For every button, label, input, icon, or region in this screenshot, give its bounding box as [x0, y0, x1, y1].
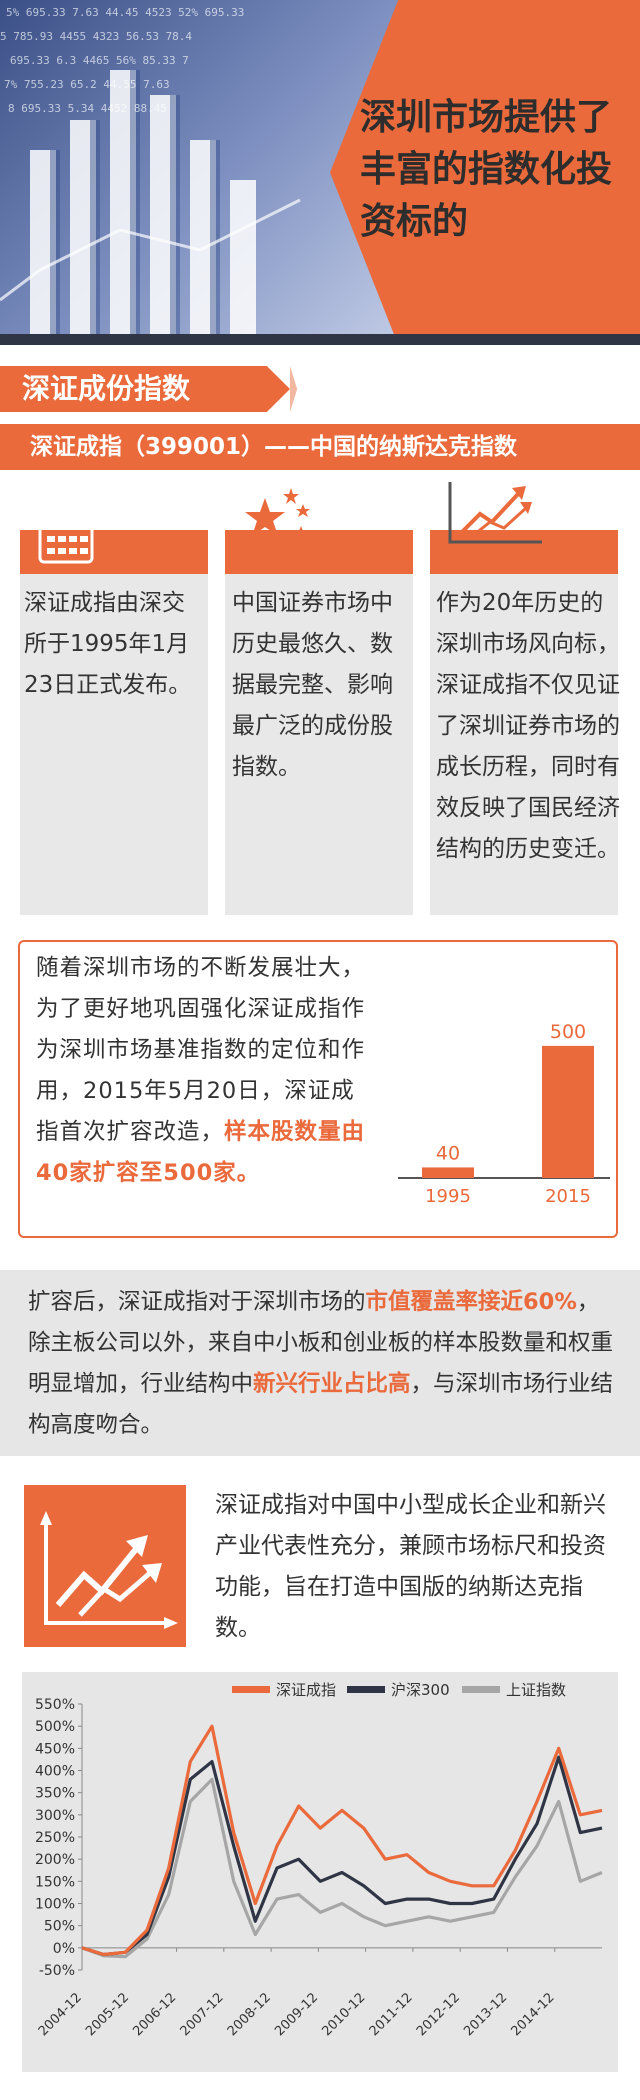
- y-tick-label: 450%: [35, 1741, 75, 1757]
- page-title: 深圳市场提供了丰富的指数化投资标的: [360, 97, 613, 242]
- summary-text-part: ，与深圳市场行业结构高度吻合。: [28, 1371, 614, 1438]
- feature-card: [20, 530, 208, 915]
- feature-card-header: [225, 530, 413, 574]
- x-tick-label: 2005-12: [83, 1990, 132, 2039]
- summary-text-part: 扩容后，深证成指对于深圳市场的: [28, 1289, 366, 1315]
- y-tick-label: -50%: [39, 1963, 75, 1979]
- ticker-row: 5% 695.33 7.63 44.45 4523 52% 695.33: [6, 6, 245, 19]
- legend-label: 沪深300: [391, 1681, 450, 1699]
- bar: [422, 1167, 474, 1178]
- feature-card-text: 中国证券市场中历史最悠久、数据最完整、影响最广泛的成份股指数。: [232, 590, 393, 780]
- x-tick-label: 2007-12: [178, 1990, 227, 2039]
- y-tick-label: 200%: [35, 1852, 75, 1868]
- y-tick-label: 400%: [35, 1764, 75, 1780]
- calendar-icon: [38, 510, 94, 564]
- y-tick-label: 100%: [35, 1897, 75, 1913]
- x-tick-label: 2011-12: [367, 1990, 416, 2039]
- hero-title-panel: [330, 0, 640, 345]
- bar-category-label: 2015: [545, 1186, 591, 1207]
- bar: [542, 1045, 594, 1178]
- hero-banner: 5% 695.33 7.63 44.45 4523 52% 695.33 5 7…: [0, 0, 640, 345]
- legend-swatch: [232, 1686, 270, 1693]
- x-tick-label: 2010-12: [319, 1990, 368, 2039]
- summary-highlight: 市值覆盖率接近60%: [365, 1289, 577, 1315]
- legend-label: 深证成指: [276, 1681, 336, 1699]
- x-tick-label: 2014-12: [509, 1990, 558, 2039]
- bar-value-label: 500: [550, 1021, 586, 1043]
- section-subtitle: 深证成指（399001）——中国的纳斯达克指数: [0, 424, 640, 470]
- callout-text: 随着深圳市场的不断发展壮大，为了更好地巩固强化深证成指作为深圳市场基准指数的定位…: [36, 948, 376, 1194]
- bar-category-label: 1995: [425, 1186, 471, 1207]
- x-tick-label: 2004-12: [36, 1990, 85, 2039]
- ticker-row: 7% 755.23 65.2 44.55 7.63: [4, 78, 170, 91]
- summary-text: 扩容后，深证成指对于深圳市场的市值覆盖率接近60%，除主板公司以外，来自中小板和…: [28, 1282, 618, 1446]
- legend-swatch: [347, 1686, 385, 1693]
- callout-highlight: 样本股数量由40家扩容至500家。: [36, 1119, 366, 1186]
- feature-card-text: 深证成指由深交所于1995年1月23日正式发布。: [24, 590, 192, 698]
- expansion-callout: [18, 940, 618, 1238]
- y-tick-label: 250%: [35, 1830, 75, 1846]
- growth-icon-box: [24, 1485, 186, 1647]
- y-tick-label: 550%: [35, 1697, 75, 1713]
- hero-bottom-rule: [0, 334, 640, 345]
- y-tick-label: 300%: [35, 1808, 75, 1824]
- positioning-paragraph: 深证成指对中国中小型成长企业和新兴产业代表性充分，兼顾市场标尺和投资功能，旨在打…: [215, 1492, 606, 1641]
- ticker-row: 695.33 6.3 4465 56% 85.33 7: [10, 54, 189, 67]
- growth-chart-icon: [40, 1511, 178, 1629]
- series-line: [81, 1724, 603, 1957]
- index-performance-chart: 550% 500% 450% 400% 350% 300% 250% 200% 150% 100%…: [35, 1681, 603, 2039]
- y-tick-label: 0%: [53, 1941, 75, 1957]
- feature-card: [225, 530, 413, 915]
- ticker-row: 8 695.33 5.34 4452 88.45: [8, 102, 167, 115]
- y-tick-label: 150%: [35, 1874, 75, 1890]
- summary-text-part: ，除主板公司以外，来自中小板和创业板的样本股数量和权重明显增加，行业结构中: [28, 1289, 614, 1397]
- summary-band: [0, 1270, 640, 1456]
- x-tick-label: 2008-12: [225, 1990, 274, 2039]
- bar-value-label: 40: [436, 1142, 460, 1164]
- y-tick-label: 350%: [35, 1786, 75, 1802]
- x-tick-label: 2009-12: [272, 1990, 321, 2039]
- legend-swatch: [462, 1686, 500, 1693]
- callout-text-plain: 随着深圳市场的不断发展壮大，为了更好地巩固强化深证成指作为深圳市场基准指数的定位…: [36, 955, 366, 1145]
- section-tag-accent: [290, 366, 298, 412]
- y-tick-label: 500%: [35, 1719, 75, 1735]
- section-tag: 深证成份指数: [0, 366, 290, 412]
- summary-highlight: 新兴行业占比高: [253, 1371, 411, 1397]
- legend-label: 上证指数: [506, 1681, 566, 1699]
- x-tick-label: 2013-12: [461, 1990, 510, 2039]
- x-tick-label: 2012-12: [414, 1990, 463, 2039]
- constituent-count-chart: 40 1995 500 2015: [398, 1021, 610, 1207]
- feature-card: [430, 530, 618, 915]
- series-line: [81, 1777, 603, 1959]
- x-tick-label: 2006-12: [130, 1990, 179, 2039]
- hero-bar-graphic: [0, 70, 301, 334]
- feature-card-text: 作为20年历史的深圳市场风向标，深证成指不仅见证了深圳证券市场的成长历程，同时有…: [436, 590, 620, 862]
- series-line: [81, 1755, 603, 1957]
- y-tick-label: 50%: [44, 1919, 75, 1935]
- stars-icon: [245, 488, 310, 555]
- feature-card-header: [430, 530, 618, 574]
- rising-chart-icon: [448, 482, 542, 544]
- ticker-row: 5 785.93 4455 4323 56.53 78.4: [0, 30, 193, 43]
